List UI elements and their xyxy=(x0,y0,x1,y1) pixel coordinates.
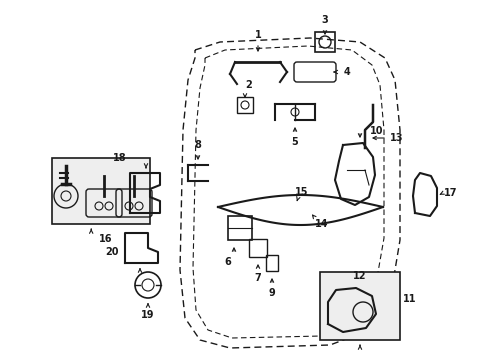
Text: 3: 3 xyxy=(321,15,328,25)
Text: 2: 2 xyxy=(245,80,252,90)
Text: 14: 14 xyxy=(315,219,328,229)
Bar xyxy=(227,216,251,240)
Text: 12: 12 xyxy=(352,271,366,281)
Text: 10: 10 xyxy=(369,126,383,136)
Text: 1: 1 xyxy=(254,30,261,40)
Text: 15: 15 xyxy=(295,187,308,197)
Text: 11: 11 xyxy=(403,294,416,304)
Text: 9: 9 xyxy=(268,288,275,298)
Text: 8: 8 xyxy=(194,140,201,150)
Bar xyxy=(265,255,278,271)
Bar xyxy=(248,239,266,257)
Bar xyxy=(237,97,252,113)
Text: 18: 18 xyxy=(113,153,126,163)
Text: 19: 19 xyxy=(141,310,154,320)
Text: 13: 13 xyxy=(389,133,403,143)
Text: 5: 5 xyxy=(291,137,298,147)
Text: 16: 16 xyxy=(99,234,112,244)
Bar xyxy=(52,158,150,224)
Bar xyxy=(319,272,399,340)
Text: 4: 4 xyxy=(343,67,350,77)
Text: 20: 20 xyxy=(105,247,119,257)
Text: 6: 6 xyxy=(224,257,231,267)
Text: 7: 7 xyxy=(254,273,261,283)
Text: 17: 17 xyxy=(443,188,457,198)
Bar xyxy=(314,32,334,52)
